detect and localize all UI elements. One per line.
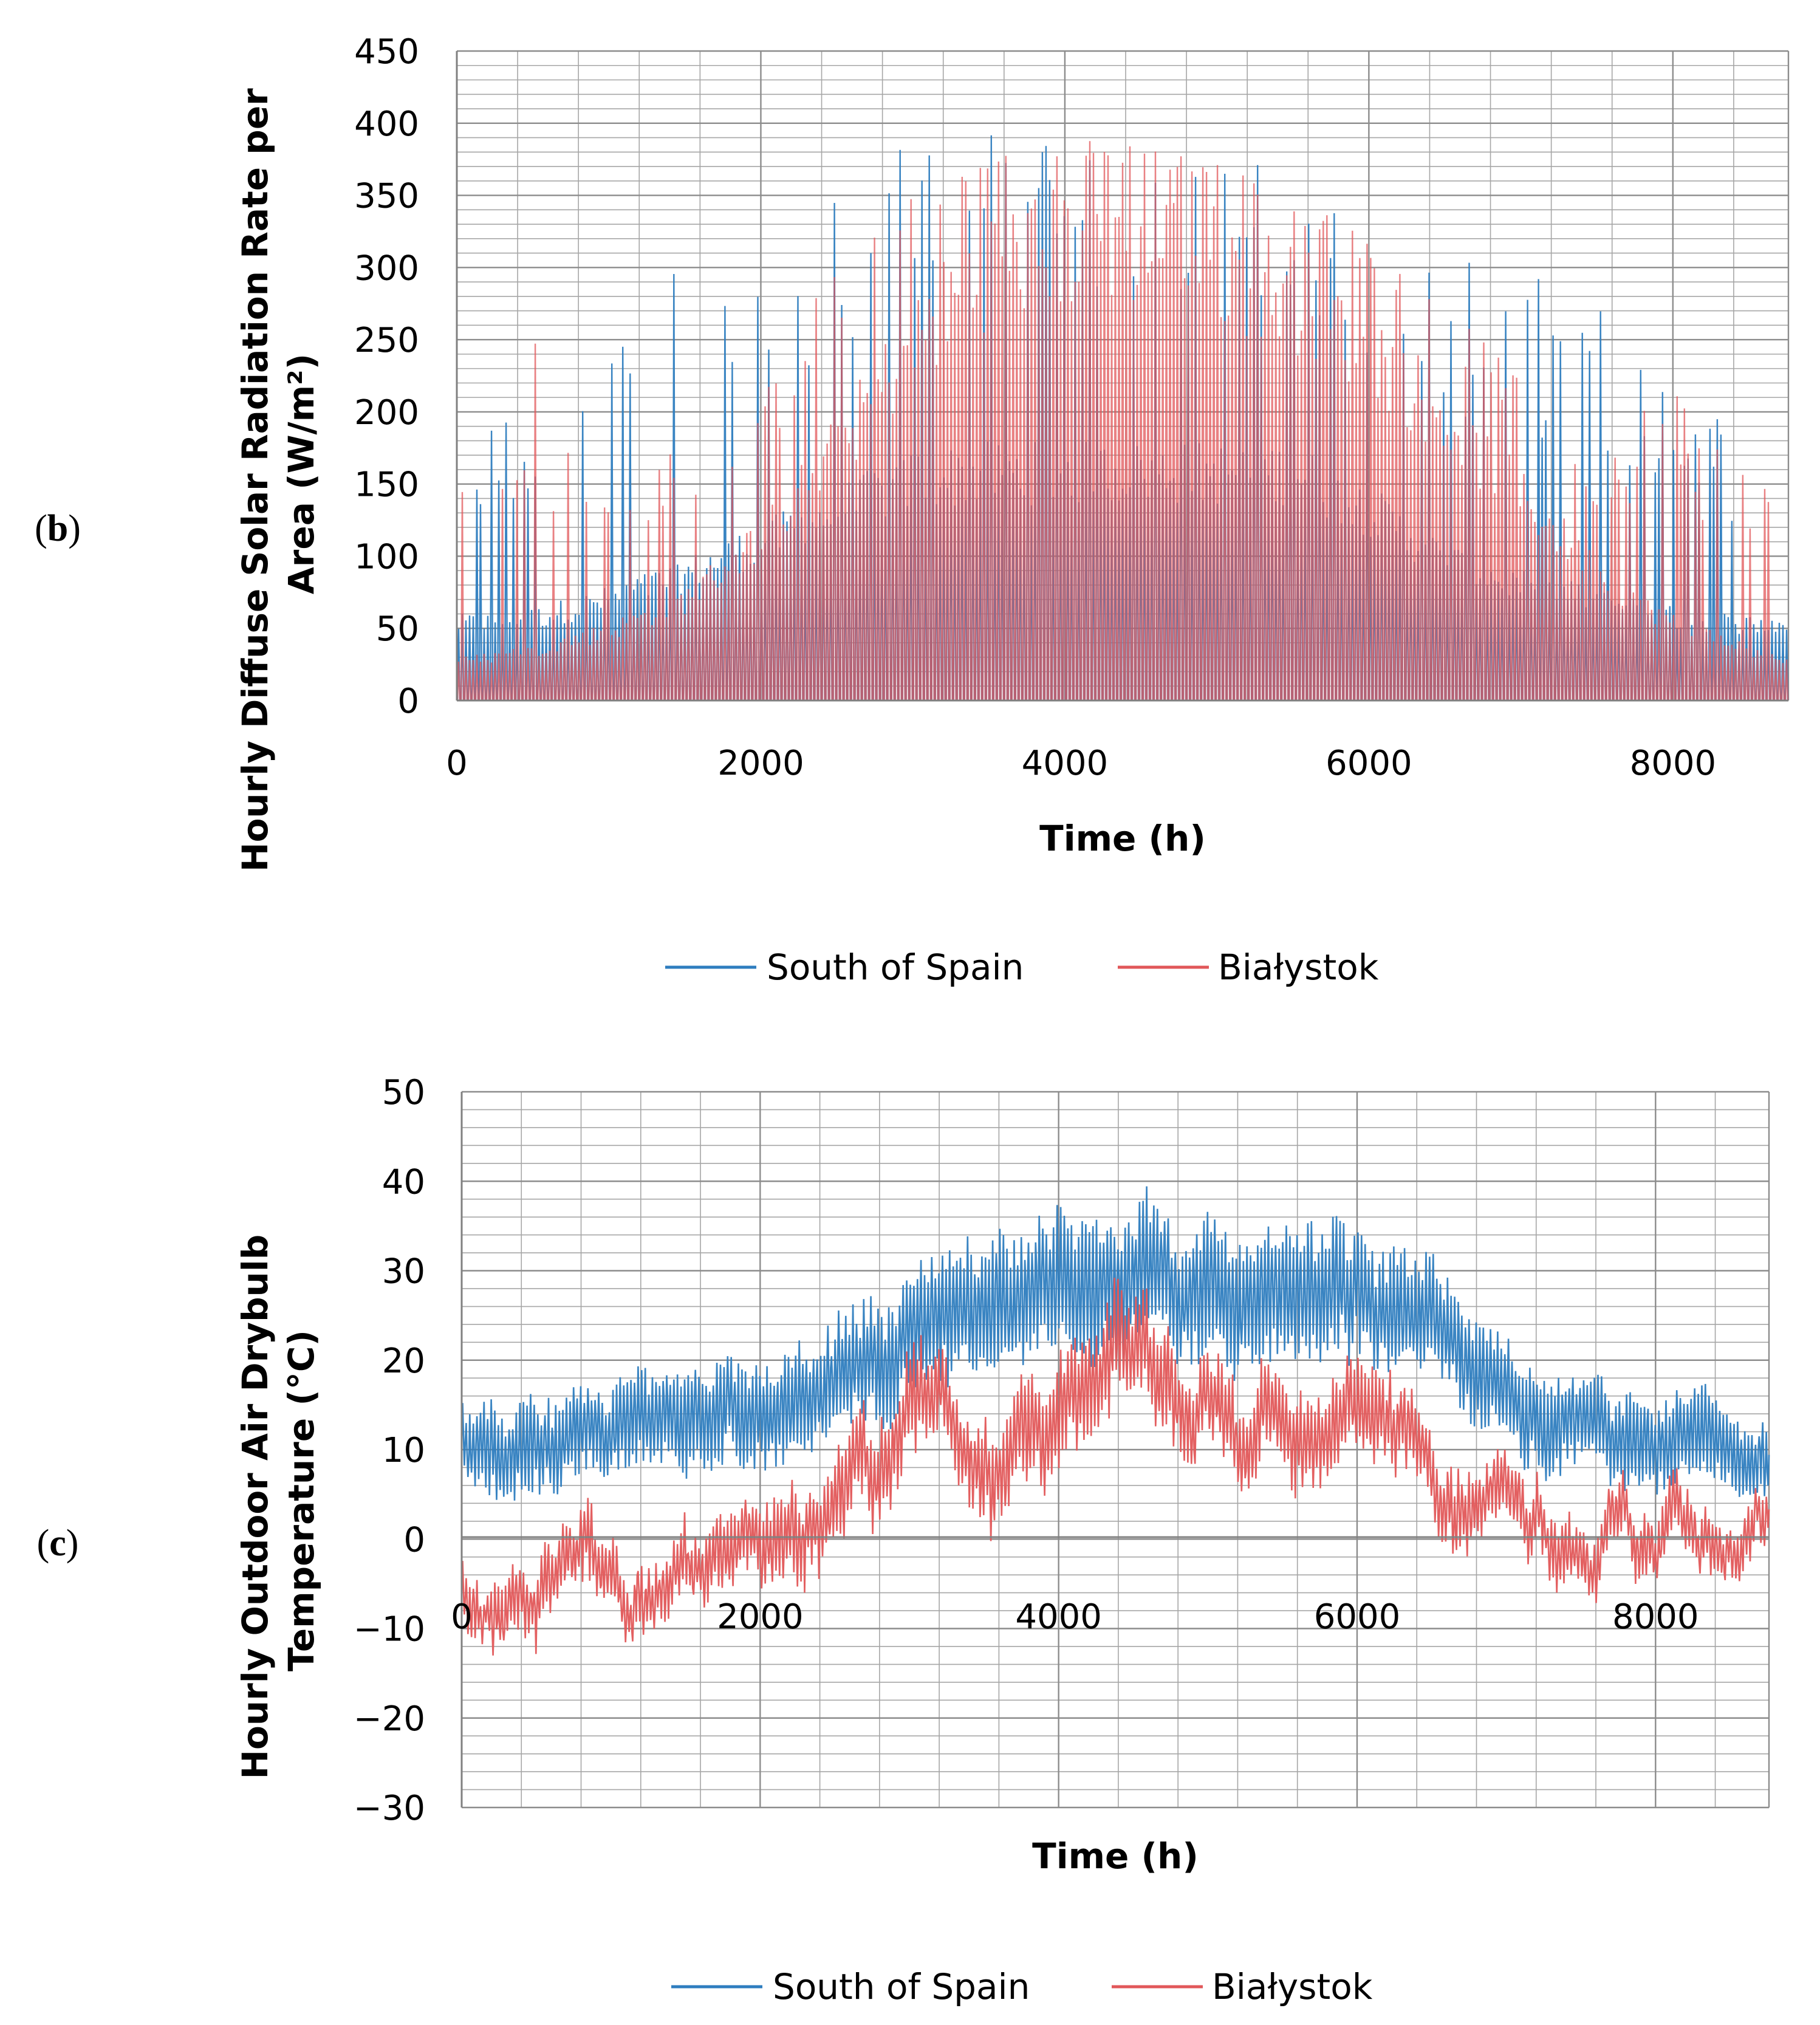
x-tick-label: 6000 [1326,744,1412,783]
y-tick-label: −20 [354,1699,425,1739]
legend-label-bialystok: Białystok [1218,947,1379,988]
x-axis-title-b: Time (h) [1039,818,1206,859]
series-line-bialystok [460,1278,1770,1656]
chart-b: (b) 0 50 100 150 200 250 300 350 400 450 0 2000 400… [35,32,1790,988]
y-tick-label: 200 [354,393,419,433]
y-tick-label: 30 [382,1252,425,1292]
legend-b: South of Spain Białystok [665,947,1379,988]
chart-c: (c) −30 −20 −10 0 10 20 30 40 50 0 2000 4000 6000 80… [37,1073,1770,2007]
y-tick-label: 50 [376,609,419,649]
x-tick-labels-b: 0 2000 4000 6000 8000 [446,744,1716,783]
x-tick-label: 8000 [1630,744,1717,783]
y-tick-label: 300 [354,248,419,288]
series-group-c [460,1186,1770,1656]
y-axis-title-c: Hourly Outdoor Air Drybulb Temperature (… [234,1222,322,1779]
panel-label-c: (c) [37,1523,79,1564]
y-tick-label: 0 [397,682,419,721]
y-tick-label: −30 [354,1789,425,1828]
y-tick-label: 450 [354,32,419,72]
x-tick-label: 2000 [717,744,804,783]
series-line-south-of-spain [460,1186,1770,1501]
y-tick-labels-c: −30 −20 −10 0 10 20 30 40 50 [354,1073,425,1828]
panel-label-b: (b) [35,508,81,549]
x-tick-label: 4000 [1022,744,1109,783]
y-tick-label: 20 [382,1341,425,1381]
x-tick-label: 4000 [1015,1597,1102,1637]
y-tick-label: 400 [354,105,419,144]
y-tick-label: 50 [382,1073,425,1112]
x-tick-label: 0 [451,1597,473,1637]
y-tick-label: 250 [354,321,419,360]
x-tick-label: 6000 [1314,1597,1401,1637]
legend-label-south-of-spain: South of Spain [767,947,1024,988]
legend-label-bialystok: Białystok [1212,1966,1373,2007]
y-tick-label: 40 [382,1162,425,1202]
y-axis-title-c-line1: Hourly Outdoor Air Drybulb [234,1235,276,1780]
x-tick-label: 0 [446,744,468,783]
y-tick-label: 100 [354,537,419,577]
x-tick-label: 8000 [1612,1597,1699,1637]
x-axis-title-c: Time (h) [1032,1835,1199,1877]
y-axis-title-b: Hourly Diffuse Solar Radiation Rate per … [234,76,322,872]
y-tick-label: 10 [382,1431,425,1470]
y-axis-title-b-line2: Area (W/m²) [281,354,322,594]
y-axis-title-b-line1: Hourly Diffuse Solar Radiation Rate per [234,88,276,872]
legend-label-south-of-spain: South of Spain [773,1966,1030,2007]
legend-c: South of Spain Białystok [671,1966,1373,2007]
y-tick-label: 0 [403,1520,425,1560]
y-axis-title-c-line2: Temperature (°C) [281,1330,322,1671]
y-tick-label: 350 [354,177,419,216]
y-tick-labels-b: 0 50 100 150 200 250 300 350 400 450 [354,32,419,721]
x-tick-label: 2000 [717,1597,804,1637]
x-tick-labels-c: 0 2000 4000 6000 8000 [451,1597,1699,1637]
y-tick-label: 150 [354,465,419,505]
y-tick-label: −10 [354,1610,425,1650]
